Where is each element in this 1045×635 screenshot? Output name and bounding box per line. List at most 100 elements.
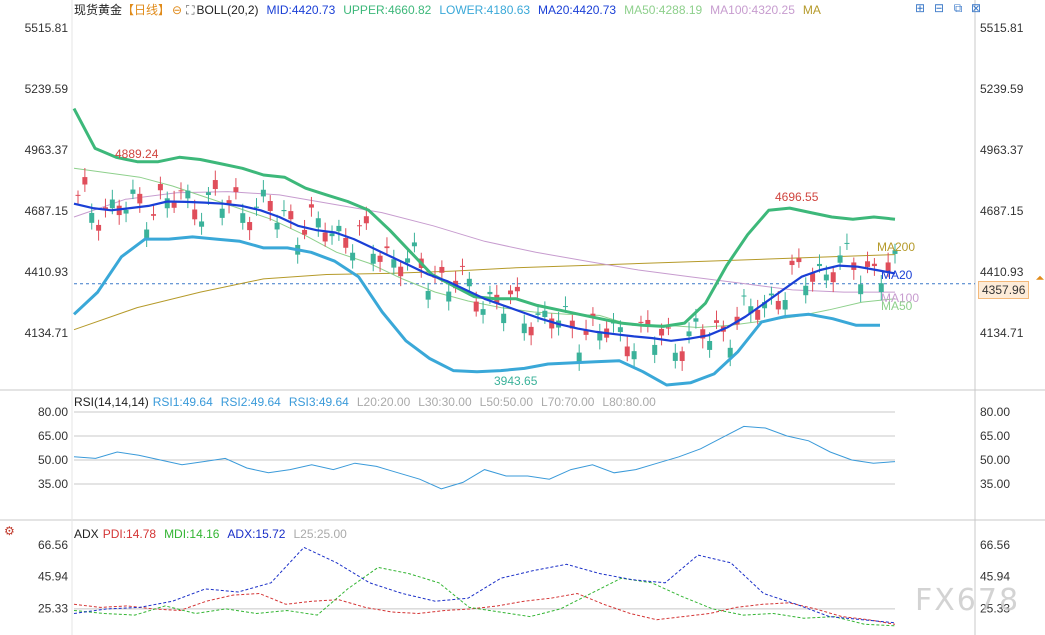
ma-label: MA — [802, 3, 821, 17]
candle-body — [363, 216, 369, 224]
candle-body — [837, 255, 843, 263]
mdi-line — [73, 566, 896, 627]
candle-body — [96, 224, 102, 231]
ma20-value: MA20:4420.73 — [538, 3, 617, 17]
minimize-icon[interactable]: ⊟ — [933, 1, 945, 15]
period-label[interactable]: 【日线】 — [122, 3, 171, 17]
candle-body — [102, 207, 108, 210]
annotation-low1: 3943.65 — [494, 374, 538, 388]
candle-body — [672, 352, 678, 361]
indicator-icon[interactable]: ⛶ — [186, 3, 195, 17]
candle-body — [185, 190, 191, 199]
candle-body — [281, 210, 287, 212]
price-tick-left: 4410.93 — [25, 265, 69, 279]
candle-body — [789, 260, 795, 266]
candle-body — [199, 221, 205, 227]
candle-body — [645, 319, 651, 327]
candle-body — [308, 204, 314, 208]
add-panel-icon[interactable]: ⊞ — [914, 1, 926, 15]
candle-body — [741, 295, 747, 297]
candle-body — [240, 213, 246, 223]
candle-body — [315, 218, 321, 228]
candle-body — [878, 283, 884, 293]
period-circle-icon[interactable]: ⊖ — [172, 3, 183, 17]
rsi-title[interactable]: RSI(14,14,14) — [74, 395, 149, 409]
candle-body — [164, 198, 170, 209]
candle-body — [597, 331, 603, 341]
indicator-name[interactable]: BOLL(20,2) — [196, 3, 259, 17]
settings-gear-icon[interactable]: ⚙ — [4, 524, 15, 538]
pdi-value: PDI:14.78 — [102, 527, 157, 541]
adx-tick-right: 45.94 — [980, 570, 1010, 584]
price-tick-left: 4134.71 — [25, 326, 69, 340]
symbol-name: 现货黄金 — [74, 3, 123, 17]
candle-body — [75, 194, 81, 196]
candle-body — [288, 211, 294, 220]
candle-body — [521, 323, 527, 334]
rsi-tick-right: 65.00 — [980, 429, 1010, 443]
boll-upper: UPPER:4660.82 — [343, 3, 432, 17]
candle-body — [171, 200, 177, 208]
candle-body — [302, 229, 308, 235]
candle-body — [865, 261, 871, 267]
candle-body — [700, 329, 706, 339]
candle-body — [267, 201, 273, 211]
candle-body — [356, 225, 362, 227]
candle-body — [569, 320, 575, 329]
rsi1-value: RSI1:49.64 — [152, 395, 213, 409]
candle-body — [274, 222, 280, 230]
price-tick-right: 4134.71 — [980, 326, 1024, 340]
candle-body — [659, 328, 665, 336]
close-icon[interactable]: ⊠ — [970, 1, 982, 15]
adx-tick-right: 66.56 — [980, 538, 1010, 552]
candle-body — [871, 263, 877, 267]
candle-body — [652, 344, 658, 355]
annotation-ma20: MA20 — [881, 268, 913, 282]
candle-body — [446, 291, 452, 302]
annotation-ma100: MA100 — [881, 291, 919, 305]
adx-tick-left: 25.33 — [38, 601, 68, 615]
adx-tick-left: 45.94 — [38, 570, 68, 584]
candle-body — [885, 262, 891, 272]
candle-body — [768, 293, 774, 296]
candle-body — [638, 321, 644, 323]
current-price-tag: 4357.96 — [978, 281, 1030, 299]
candle-body — [727, 347, 733, 358]
candle-body — [508, 290, 514, 295]
candle-body — [329, 233, 335, 237]
candle-body — [260, 189, 266, 197]
candle-body — [144, 229, 150, 238]
rsi-tick-right: 50.00 — [980, 453, 1010, 467]
candle-body — [748, 306, 754, 314]
price-tick-left: 5239.59 — [25, 82, 69, 96]
candle-body — [762, 302, 768, 309]
candle-body — [405, 258, 411, 263]
candle-body — [391, 259, 397, 268]
candle-body — [816, 263, 822, 267]
candle-body — [219, 208, 225, 218]
candle-body — [425, 290, 431, 300]
adx-header: ADX PDI:14.78 MDI:14.16 ADX:15.72 L25:25.00 — [74, 527, 355, 541]
candle-body — [82, 177, 88, 185]
candle-body — [157, 184, 163, 191]
rsi-header: RSI(14,14,14) RSI1:49.64 RSI2:49.64 RSI3:49… — [74, 395, 664, 409]
l25-value: L25:25.00 — [293, 527, 347, 541]
candle-body — [480, 309, 486, 315]
mdi-value: MDI:14.16 — [164, 527, 220, 541]
price-tick-left: 5515.81 — [25, 21, 69, 35]
candle-body — [370, 253, 376, 264]
ma20-line — [73, 200, 896, 342]
adx-title[interactable]: ADX — [74, 527, 99, 541]
price-up-arrow-icon — [1036, 275, 1044, 280]
rsi-tick-right: 35.00 — [980, 477, 1010, 491]
candle-body — [130, 189, 136, 194]
price-tick-right: 5239.59 — [980, 82, 1024, 96]
annotation-ma200: MA200 — [877, 240, 915, 254]
price-tick-left: 4963.37 — [25, 143, 69, 157]
candle-body — [322, 232, 328, 242]
candle-body — [549, 318, 555, 329]
candle-body — [254, 206, 260, 208]
adx-line — [73, 546, 896, 624]
candle-body — [439, 266, 445, 273]
restore-icon[interactable]: ⧉ — [953, 1, 963, 15]
